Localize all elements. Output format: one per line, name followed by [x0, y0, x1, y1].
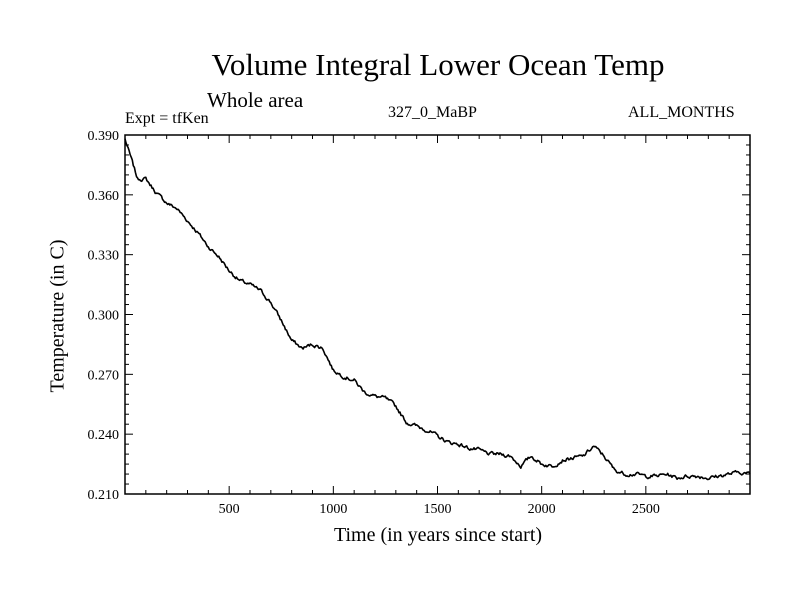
chart-title: Volume Integral Lower Ocean Temp [211, 47, 665, 82]
x-tick-label: 2000 [528, 502, 556, 517]
x-tick-label: 1500 [424, 502, 452, 517]
x-tick-label: 2500 [632, 502, 660, 517]
plot-frame [124, 134, 751, 495]
period-label: 327_0_MaBP [388, 104, 477, 121]
x-tick-label: 1000 [319, 502, 347, 517]
y-tick-label: 0.210 [88, 488, 120, 503]
months-label: ALL_MONTHS [628, 104, 735, 121]
data-series [124, 138, 751, 481]
y-tick-label: 0.300 [88, 309, 120, 324]
axis-ticks [125, 134, 750, 495]
axis-tick-labels: 500 1000 1500 2000 2500 0.210 0.240 0.270 0.300 0… [88, 129, 660, 517]
experiment-label: Expt = tfKen [125, 110, 209, 127]
chart-subtitle: Whole area [207, 88, 304, 112]
y-tick-label: 0.240 [88, 428, 120, 443]
temperature-series-line [124, 138, 751, 481]
x-axis-label: Time (in years since start) [333, 524, 543, 546]
y-tick-label: 0.270 [88, 368, 120, 383]
y-tick-label: 0.330 [88, 249, 120, 264]
y-tick-label: 0.390 [88, 129, 120, 144]
x-tick-label: 500 [219, 502, 240, 517]
y-tick-label: 0.360 [88, 189, 120, 204]
